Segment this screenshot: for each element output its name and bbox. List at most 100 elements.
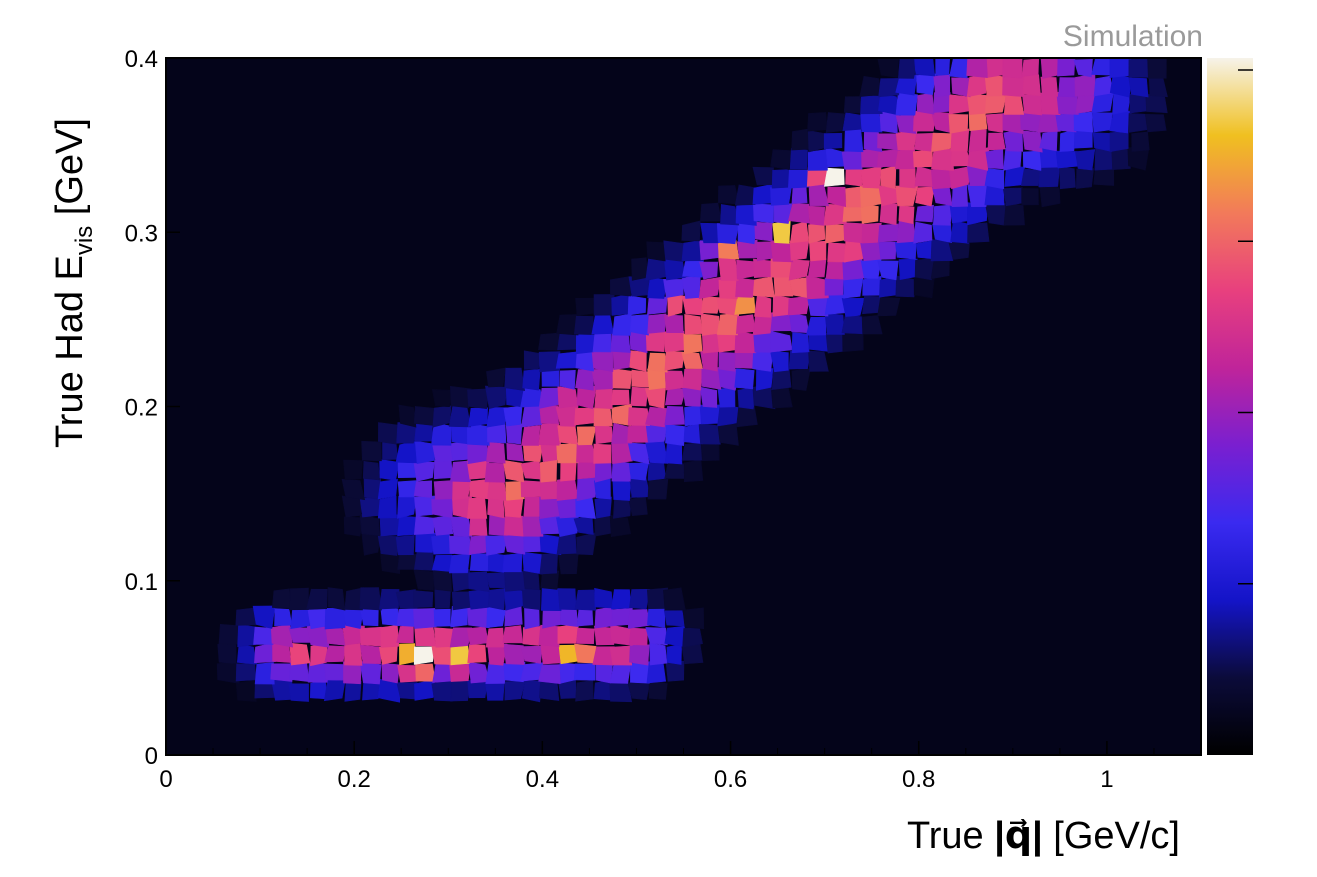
heatmap-cell	[505, 480, 526, 501]
heatmap-cell	[915, 204, 934, 223]
heatmap-cell	[399, 643, 417, 666]
heatmap-cell	[734, 368, 755, 390]
heatmap-cell	[645, 406, 668, 428]
heatmap-cell	[449, 662, 471, 682]
heatmap-plot-area	[166, 57, 1201, 755]
heatmap-cell	[557, 588, 577, 611]
heatmap-cell	[1022, 150, 1042, 171]
heatmap-cell	[628, 495, 648, 517]
heatmap-cell	[450, 679, 471, 702]
heatmap-cell	[538, 351, 561, 373]
heatmap-cell	[502, 552, 523, 573]
heatmap-cell	[577, 459, 597, 480]
heatmap-cell	[413, 515, 435, 535]
heatmap-cell	[448, 535, 472, 556]
heatmap-cell	[359, 496, 382, 518]
heatmap-cell	[985, 148, 1004, 170]
heatmap-cell	[791, 332, 810, 354]
heatmap-cell	[914, 132, 935, 152]
heatmap-cell	[485, 535, 508, 556]
heatmap-cell	[752, 276, 775, 298]
heatmap-cell	[487, 587, 506, 611]
heatmap-cell	[1057, 57, 1076, 77]
heatmap-cell	[877, 297, 901, 317]
heatmap-cell	[413, 608, 437, 629]
heatmap-cell	[431, 422, 452, 446]
heatmap-cell	[806, 275, 829, 300]
heatmap-cell	[1109, 57, 1132, 79]
heatmap-cell	[877, 133, 901, 151]
heatmap-cell	[396, 682, 418, 700]
heatmap-cell	[1131, 131, 1150, 152]
heatmap-cell	[434, 627, 454, 648]
heatmap-cell	[878, 241, 897, 260]
heatmap-cell	[593, 443, 612, 464]
heatmap-cell	[914, 257, 935, 281]
heatmap-cell	[700, 350, 719, 372]
heatmap-cell	[591, 349, 614, 373]
y-tick-label: 0.3	[125, 220, 158, 247]
heatmap-cell	[1093, 168, 1115, 186]
heatmap-cell	[539, 552, 559, 575]
heatmap-cell	[1021, 58, 1040, 77]
heatmap-cell	[684, 404, 702, 427]
heatmap-cell	[808, 350, 829, 372]
colorbar-ticks	[1238, 69, 1253, 585]
heatmap-cell	[452, 479, 471, 501]
heatmap-cell	[720, 204, 740, 226]
heatmap-cell	[791, 128, 811, 151]
heatmap-cell	[627, 407, 651, 426]
heatmap-cell	[630, 386, 649, 407]
heatmap-cell	[896, 220, 917, 244]
heatmap-cell	[466, 626, 489, 646]
heatmap-cell	[898, 258, 918, 280]
heatmap-cell	[539, 496, 560, 520]
heatmap-cell	[842, 112, 864, 132]
heatmap-cell	[413, 480, 433, 498]
heatmap-cell	[380, 624, 400, 648]
y-tick-label: 0.1	[125, 569, 158, 596]
y-axis-title: True Had Evis [GeV]	[49, 118, 98, 448]
heatmap-cell	[949, 204, 970, 224]
heatmap-cell	[628, 462, 649, 481]
heatmap-cell	[968, 129, 987, 153]
heatmap-cell	[1109, 130, 1129, 152]
heatmap-cell	[611, 459, 633, 482]
heatmap-cell	[699, 404, 721, 425]
heatmap-cell	[274, 608, 293, 627]
heatmap-cell	[879, 111, 898, 134]
heatmap-cell	[1147, 57, 1167, 79]
heatmap-cell	[379, 458, 400, 481]
heatmap-cell	[611, 389, 630, 406]
heatmap-cell	[556, 314, 579, 336]
simulation-label: Simulation	[1063, 20, 1203, 53]
heatmap-cell	[894, 239, 917, 260]
heatmap-cell	[880, 165, 897, 190]
colorbar	[1207, 58, 1253, 755]
heatmap-cell	[382, 442, 398, 461]
heatmap-cell	[809, 240, 827, 262]
heatmap-cell	[574, 589, 597, 611]
heatmap-cell	[413, 551, 434, 571]
heatmap-cell	[433, 480, 454, 500]
heatmap-cell	[647, 608, 666, 628]
heatmap-cell	[823, 132, 843, 150]
heatmap-cell	[381, 662, 401, 684]
heatmap-cell	[1144, 113, 1167, 133]
heatmap-cell	[734, 295, 756, 315]
heatmap-cell	[770, 149, 793, 171]
heatmap-cell	[756, 241, 773, 262]
heatmap-cell	[503, 514, 525, 537]
heatmap-cell	[576, 627, 595, 645]
heatmap-cell	[966, 57, 989, 79]
heatmap-cell	[716, 332, 738, 353]
heatmap-cell	[448, 405, 472, 428]
heatmap-cell	[1055, 112, 1077, 133]
heatmap-cell	[861, 315, 883, 335]
heatmap-cell	[306, 588, 328, 610]
heatmap-cell	[717, 386, 736, 408]
heatmap-cell	[824, 312, 845, 335]
heatmap-cell	[413, 646, 435, 665]
heatmap-cell	[218, 623, 240, 645]
heatmap-cell	[1022, 130, 1043, 153]
